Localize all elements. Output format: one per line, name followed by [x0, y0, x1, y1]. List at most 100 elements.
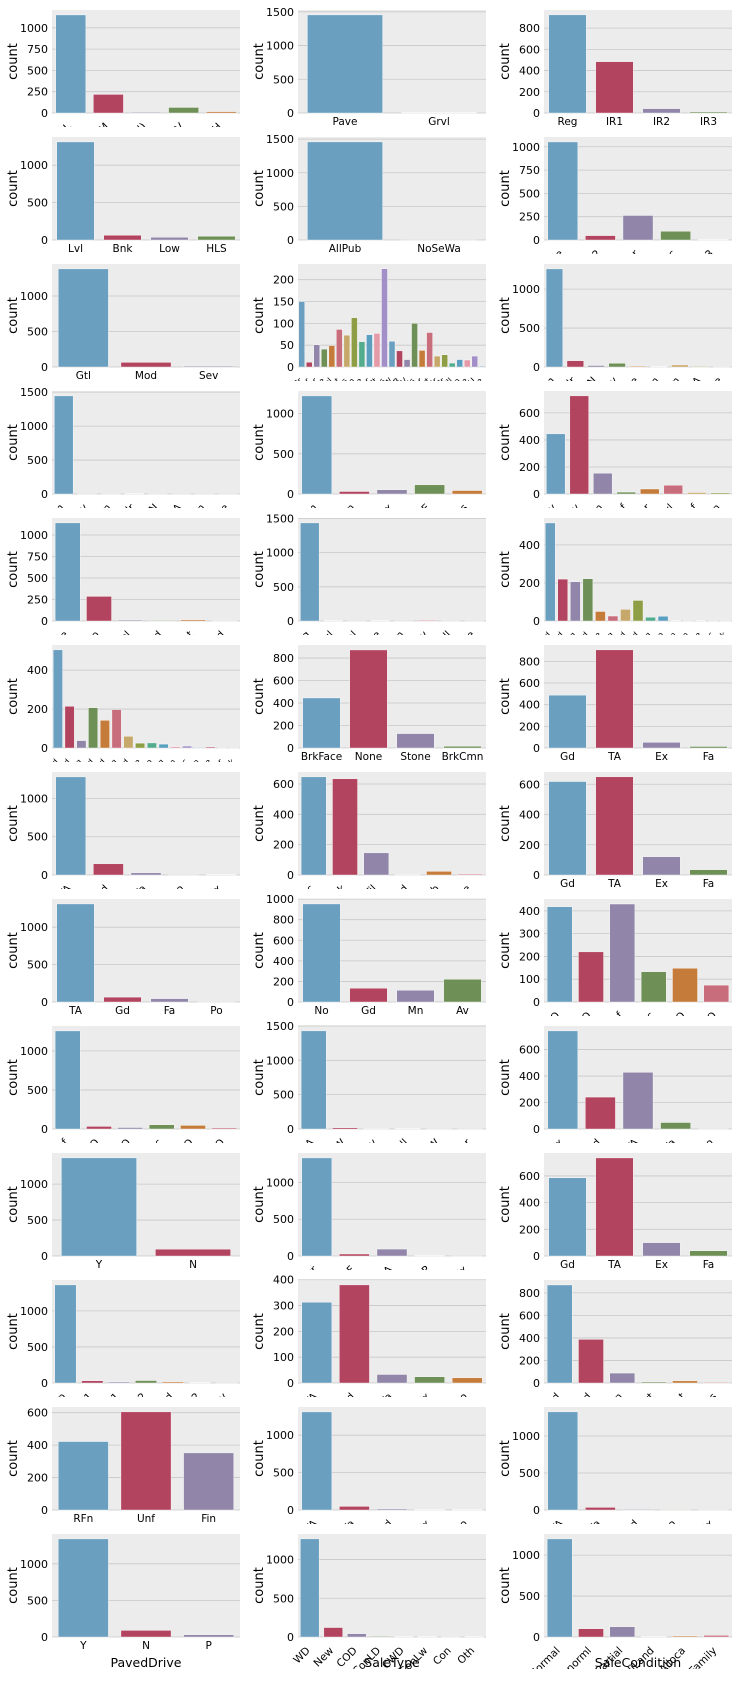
x-tick-label: Unf	[49, 1137, 70, 1143]
x-tick-label: Abnorml	[554, 1645, 594, 1669]
chart-svg: 050010001500countCompShgWdShnglMetalWdSh…	[252, 512, 486, 635]
count-plot-7: 0 500 1000 count Gtl Mod Sev	[0, 254, 246, 381]
bar-RH	[205, 111, 237, 114]
x-tick-label: Slab	[417, 883, 442, 889]
bar-P	[183, 1634, 234, 1638]
chart-svg: 0 100 200 300 400 count TA Gd Fa Ex Po	[252, 1274, 486, 1397]
bar-BuiltIn	[609, 1372, 636, 1384]
bar-None	[349, 649, 388, 749]
bar-NPkVill	[448, 362, 456, 368]
chart-svg: 050010001500countNormArteryRRNnFeedrPosN…	[6, 386, 240, 508]
bar-Flat	[180, 619, 206, 622]
bar-Mansard	[148, 620, 175, 622]
bar-CBlock	[332, 778, 358, 876]
y-tick-label: 0	[533, 361, 540, 374]
bar-Twnhs	[451, 490, 483, 495]
x-tick-label: PosA	[677, 374, 704, 381]
bar-ClearCr	[441, 354, 448, 368]
y-tick-label: 0	[41, 869, 48, 882]
x-tick-label: Rec	[635, 1010, 657, 1016]
y-tick-label: 0	[41, 488, 48, 501]
y-tick-label: 0	[41, 996, 48, 1009]
count-plot-16: 0200400countVinylSdMetalSdWd ShngHdBoard…	[0, 635, 246, 762]
y-axis-label: count	[498, 932, 513, 969]
y-tick-label: 400	[519, 905, 540, 918]
y-tick-label: 750	[27, 43, 48, 56]
bar-No	[302, 903, 341, 1003]
chart-svg: 0 200 400 600 800 count BrkFace None Stone BrkCmn	[252, 645, 486, 762]
y-tick-label: 600	[519, 43, 540, 56]
x-tick-label: Po	[661, 1518, 678, 1524]
x-tick-label: Rec	[143, 1137, 165, 1143]
y-tick-label: 1000	[266, 40, 294, 53]
y-tick-label: 0	[533, 742, 540, 755]
bar-Gd	[548, 781, 587, 876]
x-tick-label: IR1	[606, 116, 623, 127]
y-axis-label: count	[498, 805, 513, 842]
y-axis-label: count	[498, 1567, 513, 1604]
bar-Attchd	[546, 1284, 573, 1384]
x-tick-label: Sev	[199, 370, 218, 381]
y-tick-label: 1000	[20, 1045, 48, 1058]
bar-N	[155, 1248, 231, 1257]
bar-Pave	[307, 14, 383, 114]
x-tick-label: BLQ	[664, 1010, 688, 1016]
y-tick-label: 600	[27, 1407, 48, 1420]
x-tick-label: Roll	[432, 629, 454, 635]
x-tick-label: Typ	[47, 1391, 69, 1397]
y-tick-label: 500	[27, 831, 48, 844]
bar-Blmngtn	[456, 359, 463, 368]
x-tick-label: IR2	[653, 116, 670, 127]
count-plot-1: 0 250 500 750 1000 count RL RM (all) FV RH	[0, 0, 246, 127]
bar-TA	[55, 776, 87, 876]
y-tick-label: 200	[519, 1223, 540, 1236]
y-tick-label: 0	[41, 1123, 48, 1136]
bar-Crawfor	[313, 344, 321, 368]
bar-Hip	[86, 596, 112, 622]
bar-RRAe	[629, 365, 647, 368]
bar-1Fam	[301, 395, 333, 495]
y-tick-label: 600	[519, 1044, 540, 1057]
bar-Ex	[642, 1242, 681, 1257]
x-tick-label: Mod	[152, 1391, 176, 1397]
y-tick-label: 600	[519, 677, 540, 690]
y-axis-label: count	[6, 297, 21, 334]
bar-Wd Sdng	[570, 581, 581, 622]
count-plot-38: 0 500 1000 count WD New COD ConLD CWD ConLw Con Oth…	[246, 1524, 492, 1669]
y-tick-label: 500	[519, 1467, 540, 1480]
bar-MetalSd	[557, 578, 569, 622]
y-tick-label: 500	[27, 197, 48, 210]
count-plot-28: 0 500 1000 count Y N	[0, 1143, 246, 1270]
x-tick-label: No	[314, 1005, 328, 1016]
x-tick-label: Gd	[560, 751, 575, 762]
y-tick-label: 500	[273, 581, 294, 594]
y-tick-label: 1000	[20, 290, 48, 303]
y-tick-label: 800	[519, 655, 540, 668]
bar-PConc	[300, 776, 327, 876]
x-tick-label: Gd	[560, 1259, 575, 1270]
y-tick-label: 400	[519, 1070, 540, 1083]
bar-RFn	[58, 1441, 109, 1511]
x-tick-label: RL	[56, 121, 74, 127]
bar-IR1	[595, 61, 634, 114]
bar-Blueste	[479, 365, 486, 368]
bar-BLQ	[672, 968, 698, 1003]
bar-Basment	[672, 1380, 698, 1384]
y-axis-label: count	[252, 1313, 267, 1350]
y-tick-label: 0	[533, 869, 540, 882]
plot-area	[298, 1026, 486, 1129]
y-tick-label: 0	[287, 1631, 294, 1644]
x-tick-label: AllPub	[329, 243, 362, 254]
x-tick-label: RH	[205, 121, 224, 127]
bar-2fmCon	[339, 491, 370, 495]
x-tick-label: PosA	[158, 501, 185, 508]
count-plot-2: 0 500 1000 1500 count Pave Grvl	[246, 0, 492, 127]
x-axis-label: SaleCondition	[595, 1655, 681, 1669]
x-tick-label: ALQ	[110, 1137, 134, 1143]
bar-Maj1	[108, 1381, 131, 1384]
y-tick-label: 0	[533, 1250, 540, 1263]
count-plot-23: 0 200 400 600 800 1000 count No Gd Mn Av	[246, 889, 492, 1016]
count-plot-4: 0 500 1000 count Lvl Bnk Low HLS	[0, 127, 246, 254]
y-tick-label: 200	[27, 703, 48, 716]
